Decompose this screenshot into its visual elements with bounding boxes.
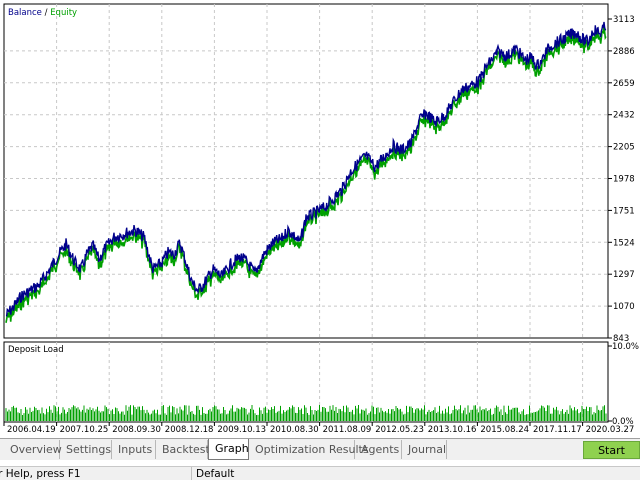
y-tick-label: 1524 bbox=[613, 238, 635, 248]
x-tick-label: 2013.10.16 bbox=[428, 425, 477, 435]
x-tick-label: 2009.10.13 bbox=[217, 425, 266, 435]
x-tick-label: 2012.05.23 bbox=[375, 425, 424, 435]
legend-balance: Balance bbox=[8, 8, 42, 18]
tab-journal[interactable]: Journal bbox=[402, 440, 447, 459]
deposit-y-label: 10.0% bbox=[612, 342, 639, 352]
chart-legend: Balance / Equity bbox=[8, 8, 77, 18]
x-tick-label: 2008.12.18 bbox=[165, 425, 214, 435]
legend-separator: / bbox=[45, 8, 48, 18]
tab-optimization-results[interactable]: Optimization Results bbox=[249, 440, 369, 459]
y-tick-label: 1978 bbox=[613, 175, 635, 185]
chart-svg: 3113 2886 2659 2432 2205 1978 1751 1524 1297 1070… bbox=[3, 3, 639, 435]
y-tick-label: 2205 bbox=[613, 143, 635, 153]
tab-bar: Overview Settings Inputs Backtest Graph Optim… bbox=[0, 438, 640, 460]
deposit-load-title: Deposit Load bbox=[8, 345, 64, 355]
y-tick-label: 2659 bbox=[613, 79, 635, 89]
x-tick-label: 2006.04.19 bbox=[7, 425, 56, 435]
y-tick-label: 1297 bbox=[613, 270, 635, 280]
y-tick-label: 1751 bbox=[613, 206, 635, 216]
status-profile: Default bbox=[196, 468, 235, 480]
y-tick-label: 1070 bbox=[613, 302, 635, 312]
status-separator bbox=[191, 467, 192, 480]
x-tick-label: 2007.10.25 bbox=[60, 425, 109, 435]
deposit-y-label: 0.0% bbox=[612, 417, 634, 427]
tab-agents[interactable]: Agents bbox=[355, 440, 402, 459]
x-tick-label: 2008.09.30 bbox=[112, 425, 161, 435]
tab-backtest[interactable]: Backtest bbox=[156, 440, 210, 459]
balance-line bbox=[5, 21, 607, 317]
x-tick-label: 2015.08.24 bbox=[480, 425, 529, 435]
status-bar: For Help, press F1 Default bbox=[0, 466, 640, 480]
y-tick-label: 2886 bbox=[613, 47, 635, 57]
y-tick-label: 843 bbox=[613, 334, 629, 344]
graph-panel: 3113 2886 2659 2432 2205 1978 1751 1524 1297 1070… bbox=[3, 3, 640, 435]
x-tick-label: 2011.08.09 bbox=[323, 425, 372, 435]
tab-graph[interactable]: Graph bbox=[208, 439, 249, 460]
status-help-text: For Help, press F1 bbox=[0, 468, 81, 480]
tab-inputs[interactable]: Inputs bbox=[112, 440, 156, 459]
tab-overview[interactable]: Overview bbox=[4, 440, 62, 459]
x-tick-label: 2017.11.17 bbox=[533, 425, 582, 435]
x-tick-label: 2020.03.27 bbox=[586, 425, 635, 435]
legend-equity: Equity bbox=[50, 8, 77, 18]
y-tick-label: 3113 bbox=[613, 15, 635, 25]
tab-settings[interactable]: Settings bbox=[60, 440, 112, 459]
start-button[interactable]: Start bbox=[583, 441, 640, 459]
y-tick-label: 2432 bbox=[613, 111, 635, 121]
x-tick-label: 2010.08.30 bbox=[270, 425, 319, 435]
